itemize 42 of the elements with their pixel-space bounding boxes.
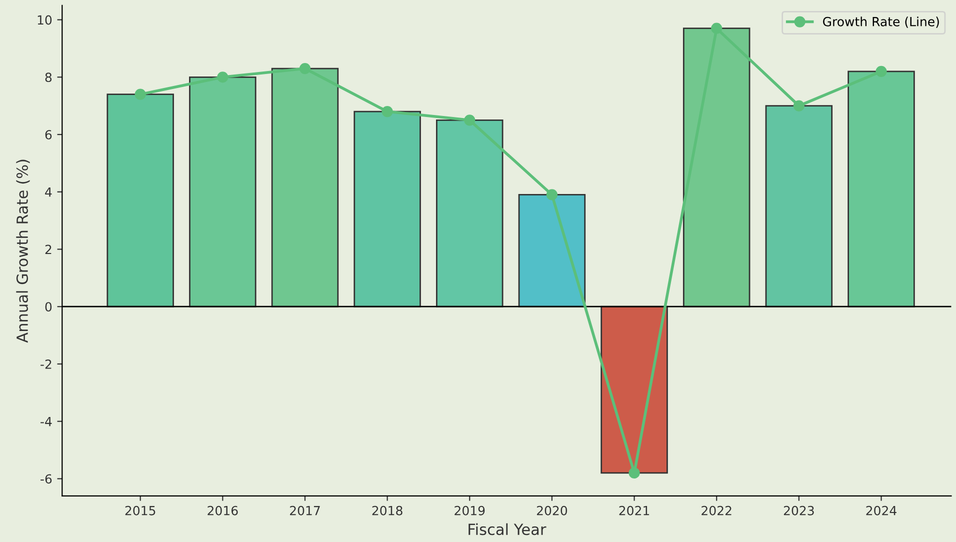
bar bbox=[271, 68, 339, 308]
y-tick-label: -2 bbox=[40, 359, 52, 369]
y-tick-label: 10 bbox=[38, 15, 52, 25]
x-tick-label: 2018 bbox=[372, 506, 402, 516]
x-tick-label: 2021 bbox=[619, 506, 650, 516]
y-tick-label: -6 bbox=[40, 474, 52, 484]
x-tick-label: 2017 bbox=[290, 506, 320, 516]
bar bbox=[848, 70, 915, 308]
x-tick-label: 2016 bbox=[208, 506, 238, 516]
point bbox=[382, 106, 393, 118]
point bbox=[793, 100, 804, 112]
bar bbox=[189, 76, 256, 308]
point bbox=[546, 189, 558, 200]
point bbox=[628, 467, 640, 479]
y-tick-label: 4 bbox=[45, 188, 52, 197]
bar bbox=[518, 194, 586, 308]
point bbox=[464, 114, 476, 126]
x-tick-label: 2022 bbox=[702, 506, 732, 516]
bar bbox=[106, 94, 174, 308]
x-axis-title: Fiscal Year bbox=[468, 523, 546, 536]
y-tick-label: 0 bbox=[45, 302, 52, 312]
point bbox=[134, 88, 146, 100]
bar bbox=[765, 105, 833, 308]
legend-label: Growth Rate (Line) bbox=[823, 16, 939, 28]
x-tick-label: 2024 bbox=[866, 506, 896, 516]
x-tick-label: 2023 bbox=[784, 506, 814, 516]
y-tick-label: 2 bbox=[45, 244, 52, 254]
x-tick-label: 2020 bbox=[536, 506, 568, 516]
point bbox=[217, 72, 228, 83]
y-tick-label: 6 bbox=[45, 130, 52, 140]
bar bbox=[600, 306, 668, 474]
bar bbox=[682, 28, 750, 308]
y-tick-label: 8 bbox=[45, 72, 52, 82]
x-tick-label: 2019 bbox=[454, 506, 485, 516]
y-tick-label: -4 bbox=[40, 416, 52, 426]
point bbox=[299, 62, 311, 74]
point bbox=[876, 66, 887, 77]
x-tick-label: 2015 bbox=[125, 506, 156, 516]
bar bbox=[436, 119, 504, 308]
y-axis-title: Annual Growth Rate (%) bbox=[16, 160, 30, 343]
bar bbox=[354, 110, 421, 308]
point bbox=[711, 22, 722, 34]
